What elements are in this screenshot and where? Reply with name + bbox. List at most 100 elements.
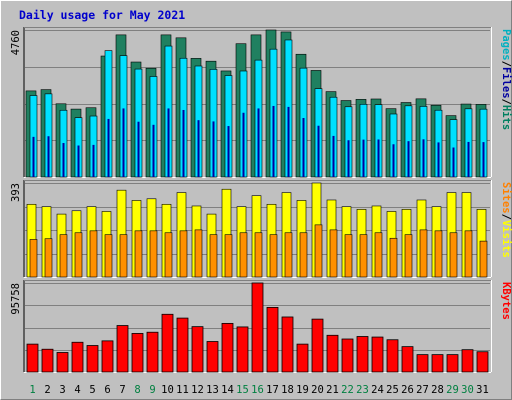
bar-sites [194,229,203,278]
x-tick-label: 25 [386,384,399,396]
bar-kbytes [86,345,99,373]
bar-files [272,105,275,177]
legend-top: Pages/Files/Hits [500,29,512,130]
x-tick-label: 28 [431,384,444,396]
bar-kbytes [236,326,249,373]
x-tick-label: 31 [476,384,489,396]
x-tick-label: 27 [416,384,429,396]
bar-sites [344,234,353,278]
bar-sites [434,230,443,278]
y-max-label: 393 [10,183,22,202]
bar-files [152,124,155,177]
bar-sites [389,237,398,278]
panel-middle: 393 Sites/Visits [10,180,512,278]
bar-kbytes [191,326,204,373]
bar-files [122,108,125,177]
bar-files [377,139,380,177]
bar-sites [329,229,338,278]
bar-files [362,139,365,177]
bar-kbytes [131,333,144,373]
x-tick-label: 13 [206,384,219,396]
bar-kbytes [251,282,264,373]
bar-kbytes [461,349,474,373]
bar-kbytes [221,322,234,373]
bar-files [167,108,170,177]
bar-kbytes [146,331,159,373]
bar-sites [404,234,413,278]
bar-kbytes [206,341,219,373]
x-tick-label: 10 [161,384,174,396]
bar-kbytes [311,318,324,373]
x-tick-label: 4 [74,384,80,396]
legend-middle: Sites/Visits [500,182,512,258]
bar-sites [119,234,128,278]
bar-kbytes [281,316,294,373]
bar-files [287,106,290,177]
x-tick-label: 6 [104,384,110,396]
bar-files [32,136,35,177]
bar-kbytes [26,343,39,373]
bar-sites [224,234,233,278]
x-tick-label: 1 [29,384,35,396]
x-tick-label: 15 [236,384,249,396]
x-tick-label: 26 [401,384,414,396]
bar-kbytes [431,354,444,373]
legend-bottom: KBytes [500,282,512,320]
bar-sites [419,229,428,278]
legend-entry: KBytes [500,282,512,320]
panel-top: 4760 Pages/Files/Hits [10,27,512,178]
bar-kbytes [476,351,489,373]
x-tick-label: 30 [461,384,474,396]
x-tick-label: 18 [281,384,294,396]
bar-sites [269,234,278,278]
bar-kbytes [446,354,459,373]
bar-sites [29,239,38,278]
bar-files [467,141,470,177]
bar-kbytes [266,307,279,373]
legend-entry: Sites [500,182,512,214]
bar-sites [209,234,218,278]
x-tick-label: 12 [191,384,204,396]
legend-entry: Files [500,67,512,99]
bar-kbytes [176,317,189,373]
x-tick-label: 5 [89,384,95,396]
bar-files [227,126,230,177]
bar-sites [359,234,368,278]
x-tick-label: 8 [134,384,140,396]
bar-sites [74,232,83,278]
bar-kbytes [416,354,429,373]
bar-files [182,109,185,177]
legend-entry: Pages [500,29,512,61]
bar-kbytes [101,340,114,373]
bar-sites [299,232,308,278]
legend-entry: / [500,61,512,67]
bar-sites [164,232,173,278]
legend-entry: / [500,99,512,105]
x-tick-label: 14 [221,384,234,396]
bar-kbytes [56,352,69,373]
bar-files [452,147,455,177]
x-tick-label: 20 [311,384,324,396]
x-tick-label: 3 [59,384,65,396]
x-tick-label: 21 [326,384,339,396]
bar-files [242,112,245,177]
bar-files [47,136,50,177]
bar-kbytes [41,348,54,373]
bar-files [317,125,320,177]
legend-entry: Hits [500,105,512,130]
bar-files [332,135,335,177]
bar-files [137,121,140,177]
bar-kbytes [326,334,339,373]
bar-sites [314,224,323,278]
bar-kbytes [161,313,174,373]
bar-sites [149,230,158,278]
x-tick-label: 17 [266,384,279,396]
x-tick-label: 22 [341,384,354,396]
bar-kbytes [356,336,369,373]
x-tick-label: 16 [251,384,264,396]
bar-files [257,108,260,177]
bar-sites [464,230,473,278]
bar-sites [239,232,248,278]
bar-sites [134,230,143,278]
panel-bottom: 95758 KBytes [10,280,512,373]
